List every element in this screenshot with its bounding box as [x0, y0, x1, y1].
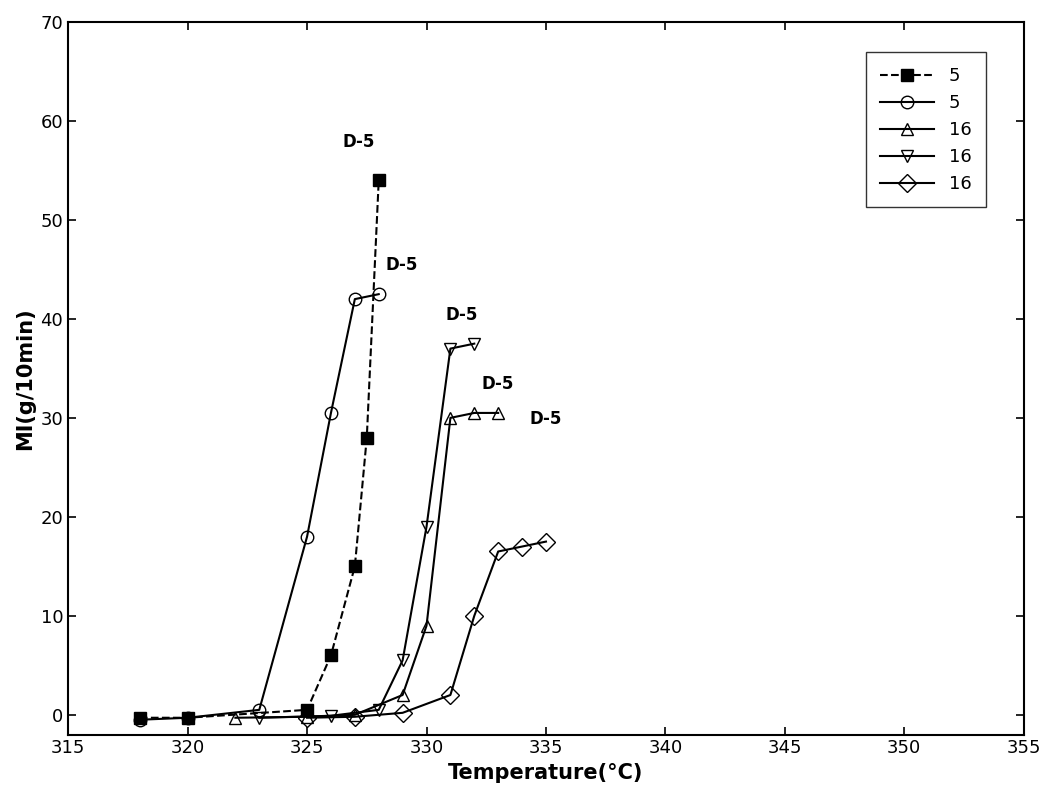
- 5: [373, 290, 385, 299]
- 16: [396, 656, 409, 666]
- Line: 16: 16: [301, 535, 552, 724]
- 16: [468, 339, 480, 349]
- Y-axis label: MI(g/10min): MI(g/10min): [15, 307, 35, 449]
- 5: [253, 705, 266, 715]
- 16: [253, 713, 266, 722]
- Legend: 5, 5, 16, 16, 16: 5, 5, 16, 16, 16: [866, 53, 986, 207]
- 16: [420, 621, 433, 630]
- Text: D-5: D-5: [343, 132, 375, 151]
- 5: [133, 713, 146, 722]
- 5: [301, 531, 314, 541]
- 5: [348, 562, 361, 571]
- 5: [360, 433, 373, 442]
- 16: [301, 713, 314, 722]
- 16: [396, 708, 409, 717]
- 16: [445, 413, 457, 423]
- 16: [445, 690, 457, 700]
- 16: [324, 711, 337, 721]
- Line: 16: 16: [253, 338, 480, 724]
- 16: [515, 542, 528, 551]
- 5: [373, 176, 385, 185]
- 16: [348, 710, 361, 720]
- 16: [348, 712, 361, 721]
- 16: [492, 408, 505, 417]
- 16: [468, 611, 480, 621]
- 16: [445, 344, 457, 354]
- Text: D-5: D-5: [529, 410, 562, 428]
- 5: [182, 713, 194, 722]
- 5: [133, 715, 146, 725]
- Line: 5: 5: [134, 174, 385, 724]
- 16: [540, 537, 552, 547]
- 16: [492, 547, 505, 556]
- 16: [373, 705, 385, 715]
- 16: [301, 712, 314, 721]
- 16: [396, 690, 409, 700]
- 16: [229, 713, 242, 722]
- 5: [348, 294, 361, 304]
- 5: [324, 408, 337, 417]
- 5: [324, 650, 337, 660]
- 5: [182, 713, 194, 722]
- 16: [420, 522, 433, 531]
- X-axis label: Temperature(°C): Temperature(°C): [448, 763, 644, 783]
- Line: 16: 16: [229, 407, 505, 724]
- Line: 5: 5: [134, 288, 385, 726]
- Text: D-5: D-5: [446, 306, 478, 324]
- 16: [468, 408, 480, 417]
- Text: D-5: D-5: [482, 375, 514, 393]
- 5: [301, 705, 314, 715]
- Text: D-5: D-5: [385, 256, 418, 275]
